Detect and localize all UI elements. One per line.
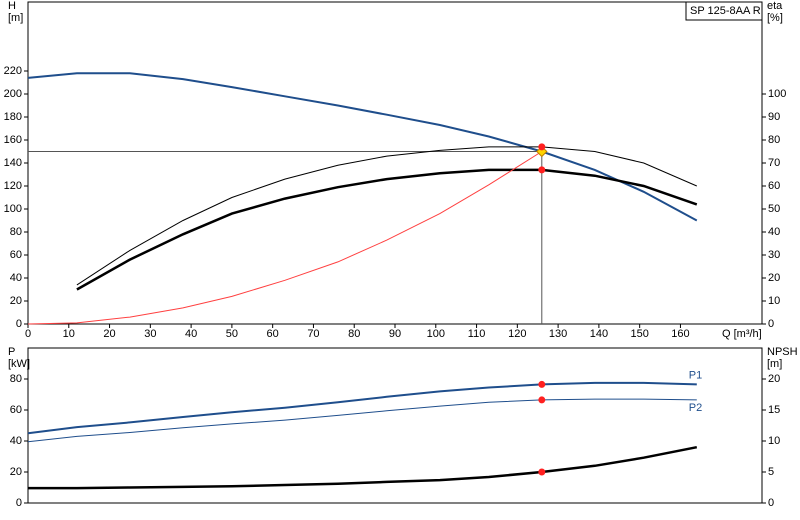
y2-tick-label: 100	[768, 88, 786, 100]
x-tick-label: 160	[671, 328, 689, 340]
plot-frame	[27, 347, 763, 504]
x-tick-label: 10	[63, 328, 75, 340]
series-label: P2	[689, 402, 702, 414]
series-line	[27, 72, 698, 222]
y2-label: NPSH	[767, 346, 798, 358]
duty-point	[538, 396, 546, 404]
series-line	[76, 146, 697, 286]
y2-tick-label: 90	[768, 111, 780, 123]
y2-tick-label: 30	[768, 249, 780, 261]
x-tick-label: 100	[427, 328, 445, 340]
series-label: P1	[689, 369, 702, 381]
y-tick-label: 80	[10, 226, 22, 238]
y2-tick-label: 70	[768, 157, 780, 169]
y-tick-label: 0	[16, 318, 22, 330]
x-tick-label: 130	[549, 328, 567, 340]
plot-frame	[27, 1, 763, 325]
y-tick-label: 200	[4, 88, 22, 100]
duty-point	[538, 380, 546, 388]
series-line	[27, 381, 697, 435]
y-tick-label: 20	[10, 466, 22, 478]
x-tick-label: 110	[468, 328, 486, 340]
x-label: Q [m³/h]	[722, 328, 762, 340]
y-tick-label: 100	[4, 203, 22, 215]
x-tick-label: 0	[25, 328, 31, 340]
y2-tick-label: 20	[768, 373, 780, 385]
y2-tick-label: 5	[768, 466, 774, 478]
y2-unit: [m]	[767, 358, 782, 370]
y2-unit: [%]	[767, 12, 783, 24]
y-unit: [m]	[8, 12, 23, 24]
y-tick-label: 0	[16, 497, 22, 509]
y-tick-label: 220	[4, 65, 22, 77]
y2-tick-label: 0	[768, 318, 774, 330]
y2-tick-label: 10	[768, 435, 780, 447]
legend-title: SP 125-8AA R	[690, 5, 761, 17]
duty-point	[538, 166, 546, 174]
x-tick-label: 40	[185, 328, 197, 340]
series-line	[27, 151, 543, 325]
y-tick-label: 160	[4, 134, 22, 146]
duty-point	[538, 468, 546, 476]
y-tick-label: 60	[10, 249, 22, 261]
y-tick-label: 180	[4, 111, 22, 123]
y-tick-label: 20	[10, 295, 22, 307]
y2-tick-label: 60	[768, 180, 780, 192]
y-unit: [kW]	[8, 358, 30, 370]
x-tick-label: 150	[630, 328, 648, 340]
y-tick-label: 120	[4, 180, 22, 192]
x-tick-label: 50	[226, 328, 238, 340]
series-line	[27, 398, 697, 443]
y2-tick-label: 40	[768, 226, 780, 238]
duty-point	[538, 143, 546, 151]
x-tick-label: 20	[103, 328, 115, 340]
x-tick-label: 90	[389, 328, 401, 340]
x-tick-label: 120	[508, 328, 526, 340]
y-tick-label: 40	[10, 272, 22, 284]
y-label: P	[8, 346, 15, 358]
y2-tick-label: 80	[768, 134, 780, 146]
x-tick-label: 30	[144, 328, 156, 340]
y2-tick-label: 20	[768, 272, 780, 284]
x-tick-label: 60	[267, 328, 279, 340]
y2-tick-label: 15	[768, 404, 780, 416]
legend-box	[685, 1, 763, 21]
y-label: H	[8, 0, 16, 12]
series-line	[76, 168, 698, 291]
y2-tick-label: 0	[768, 497, 774, 509]
x-tick-label: 80	[348, 328, 360, 340]
x-tick-label: 70	[307, 328, 319, 340]
x-tick-label: 140	[590, 328, 608, 340]
y-tick-label: 60	[10, 404, 22, 416]
y-tick-label: 140	[4, 157, 22, 169]
y2-label: eta	[767, 0, 783, 12]
series-line	[28, 445, 698, 490]
y-tick-label: 80	[10, 373, 22, 385]
y-tick-label: 40	[10, 435, 22, 447]
y2-tick-label: 10	[768, 295, 780, 307]
y2-tick-label: 50	[768, 203, 780, 215]
